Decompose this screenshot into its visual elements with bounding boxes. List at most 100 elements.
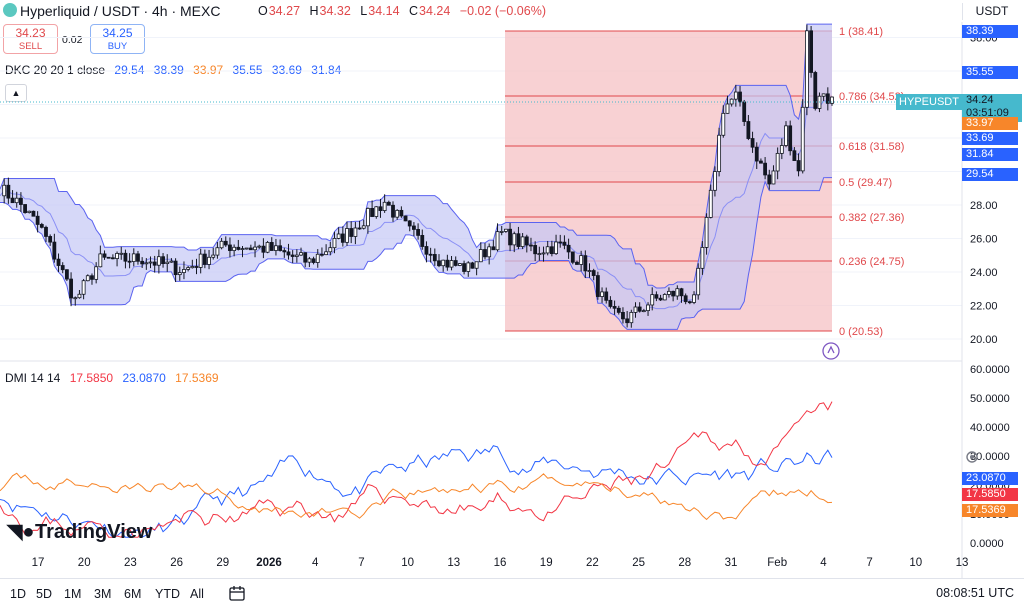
ohlc-high-value: 34.32: [319, 4, 351, 18]
range-1m-button[interactable]: 1M: [64, 587, 82, 601]
symbol-title[interactable]: Hyperliquid / USDT · 4h · MEXC: [20, 3, 221, 19]
candle-body: [240, 248, 245, 250]
candle-body: [529, 244, 533, 247]
candle-body: [182, 269, 186, 273]
candle-body: [621, 311, 625, 320]
candle-body: [579, 255, 584, 265]
candle-body: [633, 306, 638, 313]
dmi-value: 17.5369: [175, 371, 219, 385]
range-3m-button[interactable]: 3M: [94, 587, 112, 601]
candle-body: [533, 245, 538, 255]
ohlc-close-key: C: [409, 4, 419, 18]
price-axis: 38.0036.0034.0032.0030.0028.0026.0024.00…: [970, 33, 998, 347]
candle-body: [570, 251, 575, 263]
candle-body: [629, 311, 634, 324]
candle-body: [19, 197, 23, 205]
candle-body: [583, 255, 588, 272]
candle-body: [81, 280, 86, 295]
dmi-name: DMI 14 14: [5, 371, 61, 385]
candle-body: [662, 294, 667, 301]
dmi-axis-label: 40.0000: [970, 422, 1010, 434]
candle-body: [537, 253, 542, 255]
candle-body: [274, 245, 278, 251]
candle-body: [253, 246, 257, 251]
candle-body: [466, 262, 471, 272]
tradingview-logo[interactable]: ◥●TradingView: [7, 519, 152, 544]
currency-selector[interactable]: USDT: [962, 3, 1021, 20]
time-axis-label: 10: [909, 557, 922, 569]
candle-body: [729, 98, 734, 105]
candle-body: [805, 30, 809, 108]
dmi-axis-label: 30.0000: [970, 451, 1010, 463]
dmi-indicator-legend[interactable]: DMI 14 14 17.5850 23.0870 17.5369: [5, 371, 225, 385]
candle-body: [654, 294, 659, 299]
range-5d-button[interactable]: 5D: [36, 587, 52, 601]
candle-body: [524, 236, 529, 246]
dmi-axis-label: 50.0000: [970, 393, 1010, 405]
dmi-value-tag: 23.0870: [962, 472, 1018, 485]
time-axis-label: 23: [124, 557, 137, 569]
magnet-icon[interactable]: [822, 342, 840, 360]
candle-body: [779, 145, 784, 154]
candle-body: [416, 229, 420, 236]
candle-body: [232, 246, 237, 251]
candle-body: [491, 246, 496, 251]
candle-body: [399, 209, 404, 217]
candle-body: [725, 103, 730, 114]
candle-body: [382, 201, 387, 211]
candle-body: [499, 231, 504, 233]
dmi-value-tag: 17.5369: [962, 504, 1018, 517]
candle-body: [407, 220, 412, 227]
candle-body: [186, 267, 191, 270]
dkc-value: 31.84: [311, 63, 342, 77]
sell-button[interactable]: 34.23 SELL: [3, 24, 58, 54]
dkc-indicator-legend[interactable]: DKC 20 20 1 close 29.54 38.39 33.97 35.5…: [5, 63, 347, 77]
candle-body: [512, 233, 517, 246]
fib-level-label: 0 (20.53): [839, 326, 883, 338]
candle-body: [658, 297, 663, 301]
range-6m-button[interactable]: 6M: [124, 587, 142, 601]
indicator-price-tag: 38.39: [962, 25, 1018, 38]
candlestick-series: [0, 24, 962, 328]
symbol-price-label: HYPEUSDT: [896, 94, 962, 110]
range-1d-button[interactable]: 1D: [10, 587, 26, 601]
sell-label: SELL: [18, 41, 43, 52]
ohlc-low-value: 34.14: [368, 4, 400, 18]
candle-body: [152, 261, 157, 266]
dmi-pane: [0, 401, 833, 538]
candle-body: [85, 275, 90, 282]
candle-body: [294, 254, 299, 257]
tradingview-mark-icon: ◥●: [7, 521, 35, 543]
candle-body: [784, 125, 788, 146]
candle-body: [503, 228, 508, 232]
candle-body: [412, 225, 416, 230]
candle-body: [6, 184, 11, 199]
candle-body: [813, 72, 818, 109]
candle-body: [282, 250, 287, 253]
candle-body: [604, 291, 609, 301]
candle-body: [140, 260, 145, 265]
indicator-price-tag: 33.97: [962, 117, 1018, 130]
candle-body: [248, 247, 253, 251]
candle-body: [470, 262, 475, 269]
candle-body: [156, 256, 161, 266]
hyperliquid-logo-icon: [3, 3, 17, 17]
range-all-button[interactable]: All: [190, 587, 204, 601]
candle-body: [60, 265, 65, 271]
range-ytd-button[interactable]: YTD: [155, 587, 180, 601]
candle-body: [165, 261, 170, 264]
settings-gear-icon[interactable]: [965, 450, 979, 464]
candle-body: [332, 238, 337, 249]
candle-body: [612, 306, 617, 309]
candle-body: [366, 208, 370, 227]
candle-body: [161, 256, 165, 264]
candle-body: [44, 226, 48, 237]
candle-body: [566, 244, 571, 253]
calendar-icon[interactable]: [228, 584, 246, 602]
candle-body: [370, 208, 375, 217]
candle-body: [307, 258, 312, 263]
buy-button[interactable]: 34.25 BUY: [90, 24, 145, 54]
candle-body: [215, 247, 220, 256]
utc-clock[interactable]: 08:08:51 UTC: [936, 586, 1014, 600]
